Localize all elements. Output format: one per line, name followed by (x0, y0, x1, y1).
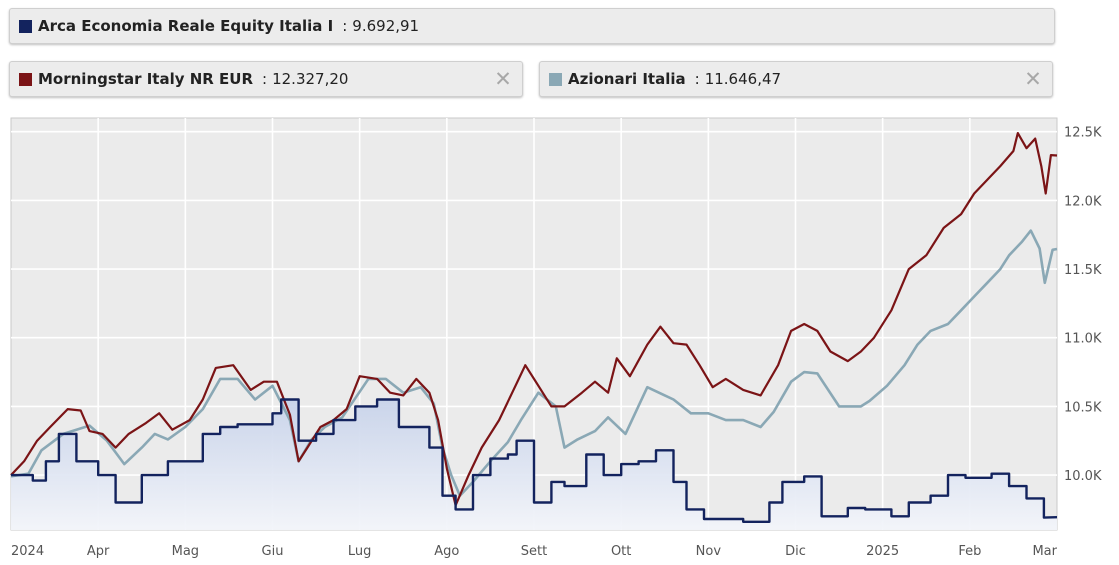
y-tick-label: 12.5K (1064, 126, 1102, 141)
y-tick-label: 10.5K (1064, 400, 1102, 415)
legend-series-name: Morningstar Italy NR EUR (38, 70, 254, 88)
legend-separator: : (694, 70, 700, 88)
remove-series-icon[interactable]: ✕ (1024, 67, 1042, 91)
legend-swatch (549, 72, 562, 86)
x-tick-label: Mag (172, 544, 199, 559)
x-tick-label: Mar (1032, 544, 1057, 559)
legend-separator: : (262, 70, 268, 88)
legend-series-name: Azionari Italia (568, 70, 686, 88)
x-tick-label: Lug (348, 544, 372, 559)
legend-series-value: 11.646,47 (704, 70, 782, 88)
x-tick-label: Sett (521, 544, 547, 559)
x-tick-label: Feb (958, 544, 981, 559)
series-line (11, 398, 1058, 523)
legend-item: Azionari Italia:11.646,47 ✕ (539, 61, 1053, 97)
y-tick-label: 11.5K (1064, 263, 1102, 278)
x-tick-label: Dic (785, 544, 806, 559)
series-line (10, 132, 1058, 507)
x-tick-label: 2024 (11, 544, 44, 559)
x-tick-label: Ott (611, 544, 631, 559)
legend-separator: : (342, 17, 348, 35)
x-tick-label: Nov (696, 544, 722, 559)
legend-series-value: 9.692,91 (352, 17, 420, 35)
y-tick-label: 11.0K (1064, 332, 1102, 347)
x-tick-label: Ago (434, 544, 459, 559)
x-tick-label: Apr (87, 544, 110, 559)
legend-swatch (19, 19, 32, 33)
y-tick-label: 10.0K (1064, 469, 1102, 484)
legend-item: Arca Economia Reale Equity Italia I:9.69… (9, 8, 1055, 44)
chart: 2024 Apr Mag Giu Lug Ago Sett Ott Nov Dic 2025 Feb M… (10, 117, 1102, 559)
y-tick-label: 12.0K (1064, 194, 1102, 209)
legend-item: Morningstar Italy NR EUR:12.327,20 ✕ (9, 61, 523, 97)
legend-swatch (19, 72, 32, 86)
legend-series-value: 12.327,20 (272, 70, 349, 88)
x-tick-label: Giu (262, 544, 284, 559)
legend-series-name: Arca Economia Reale Equity Italia I (38, 17, 334, 35)
remove-series-icon[interactable]: ✕ (494, 67, 512, 91)
x-tick-label: 2025 (866, 544, 899, 559)
